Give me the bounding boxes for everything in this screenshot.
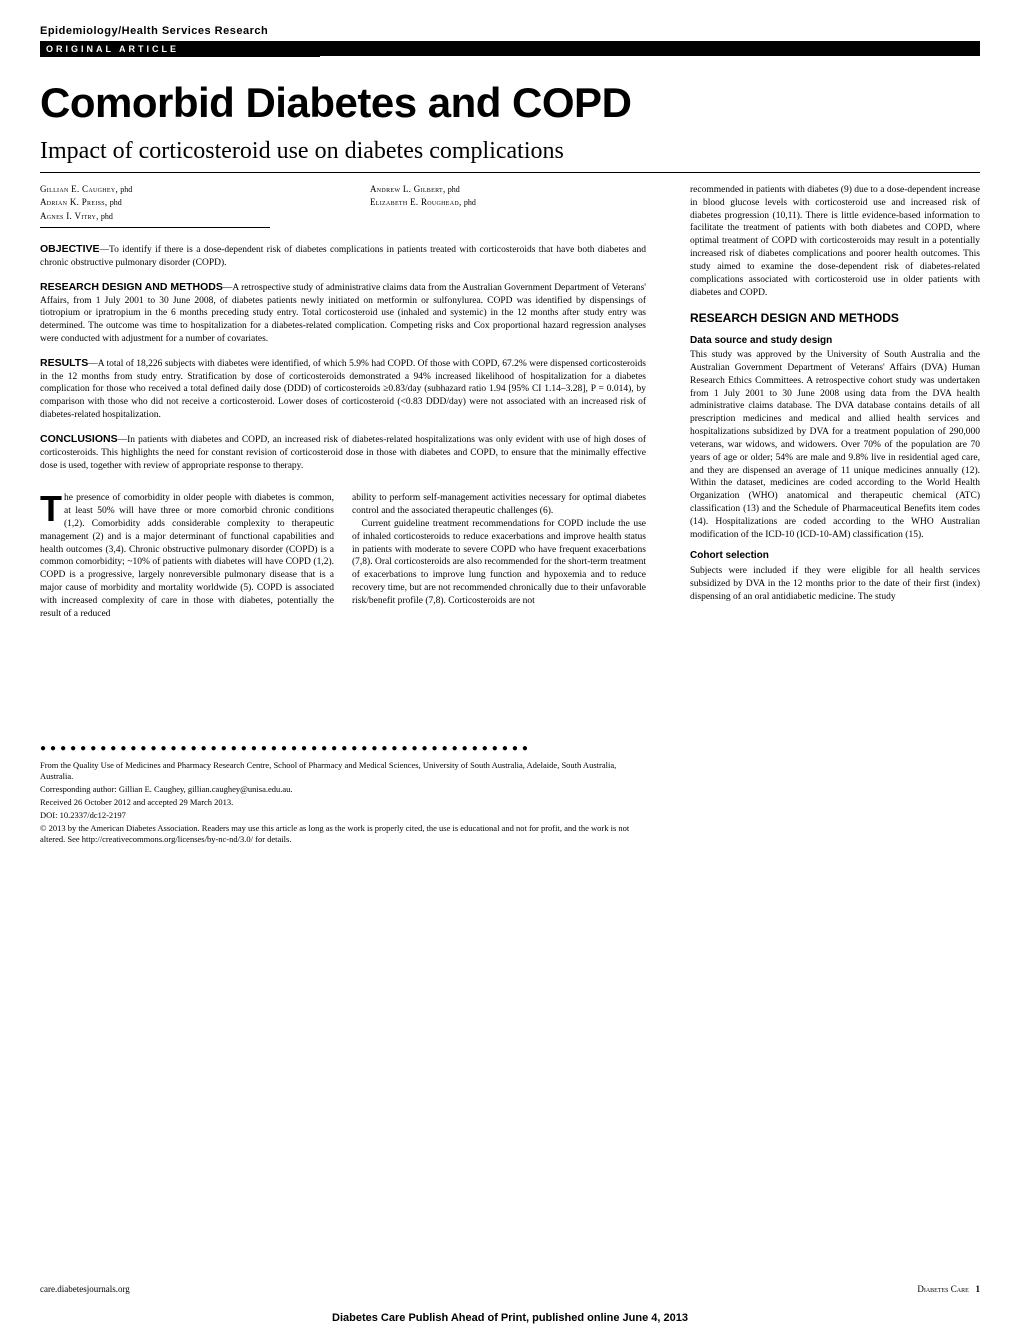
copyright: © 2013 by the American Diabetes Associat…	[40, 823, 646, 845]
author-degree: phd	[120, 185, 132, 194]
body-paragraph: Current guideline treatment recommendati…	[352, 518, 646, 608]
dropcap: T	[40, 492, 64, 525]
author-degree: phd	[101, 212, 113, 221]
body-paragraph: ability to perform self-management activ…	[352, 492, 646, 518]
author-name: Andrew L. Gilbert,	[370, 184, 446, 194]
author-degree: phd	[110, 198, 122, 207]
page-number: 1	[976, 1284, 981, 1294]
author-rule	[40, 227, 270, 228]
section-heading: RESEARCH DESIGN AND METHODS	[690, 311, 980, 325]
author-name: Adrian K. Preiss,	[40, 197, 107, 207]
section-label: Epidemiology/Health Services Research	[40, 24, 980, 39]
doi: DOI: 10.2337/dc12-2197	[40, 810, 646, 821]
footer-journal: Diabetes Care 1	[917, 1283, 980, 1295]
body-text: he presence of comorbidity in older peop…	[40, 493, 334, 618]
author-name: Gillian E. Caughey,	[40, 184, 118, 194]
body-paragraph: Subjects were included if they were elig…	[690, 565, 980, 603]
author-column-1: Gillian E. Caughey, phd Adrian K. Preiss…	[40, 183, 270, 229]
abstract-conclusions: CONCLUSIONS—In patients with diabetes an…	[40, 432, 646, 472]
footer-publish-note: Diabetes Care Publish Ahead of Print, pu…	[40, 1295, 980, 1326]
abstract-objective: OBJECTIVE—To identify if there is a dose…	[40, 242, 646, 270]
header-rule	[320, 41, 980, 56]
abstract-text: —To identify if there is a dose-dependen…	[40, 245, 646, 268]
dotted-rule: ●●●●●●●●●●●●●●●●●●●●●●●●●●●●●●●●●●●●●●●●…	[40, 742, 646, 756]
author-degree: phd	[448, 185, 460, 194]
author-name: Elizabeth E. Roughead,	[370, 197, 462, 207]
abstract-methods: RESEARCH DESIGN AND METHODS—A retrospect…	[40, 280, 646, 346]
affiliation-block: From the Quality Use of Medicines and Ph…	[40, 760, 646, 845]
abstract-head: RESEARCH DESIGN AND METHODS	[40, 281, 223, 293]
author-name: Agnes I. Vitry,	[40, 211, 99, 221]
subheading: Data source and study design	[690, 334, 980, 348]
body-paragraph: This study was approved by the Universit…	[690, 349, 980, 541]
article-subtitle: Impact of corticosteroid use on diabetes…	[40, 136, 980, 173]
abstract-text: —A total of 18,226 subjects with diabete…	[40, 359, 646, 420]
abstract-head: RESULTS	[40, 357, 88, 369]
subheading: Cohort selection	[690, 549, 980, 563]
article-type-bar: ORIGINAL ARTICLE	[40, 41, 320, 57]
author-column-2: Andrew L. Gilbert, phd Elizabeth E. Roug…	[370, 183, 476, 229]
right-column: recommended in patients with diabetes (9…	[690, 184, 980, 603]
abstract-text: —In patients with diabetes and COPD, an …	[40, 435, 646, 471]
left-content-block: Gillian E. Caughey, phd Adrian K. Preiss…	[40, 183, 646, 846]
received-dates: Received 26 October 2012 and accepted 29…	[40, 797, 646, 808]
abstract-block: OBJECTIVE—To identify if there is a dose…	[40, 242, 646, 472]
body-paragraph: recommended in patients with diabetes (9…	[690, 184, 980, 299]
footer-url: care.diabetesjournals.org	[40, 1283, 130, 1295]
journal-name: Diabetes Care	[917, 1284, 968, 1294]
author-degree: phd	[464, 198, 476, 207]
author-block: Gillian E. Caughey, phd Adrian K. Preiss…	[40, 183, 646, 229]
affiliation-from: From the Quality Use of Medicines and Ph…	[40, 760, 646, 782]
page-header: Epidemiology/Health Services Research OR…	[40, 24, 980, 57]
abstract-results: RESULTS—A total of 18,226 subjects with …	[40, 356, 646, 422]
abstract-head: CONCLUSIONS	[40, 433, 118, 445]
page-footer: care.diabetesjournals.org Diabetes Care …	[40, 1283, 980, 1326]
abstract-head: OBJECTIVE	[40, 243, 100, 255]
intro-columns: The presence of comorbidity in older peo…	[40, 492, 646, 734]
article-title: Comorbid Diabetes and COPD	[40, 75, 980, 132]
corresponding-author: Corresponding author: Gillian E. Caughey…	[40, 784, 646, 795]
body-paragraph: The presence of comorbidity in older peo…	[40, 492, 334, 620]
